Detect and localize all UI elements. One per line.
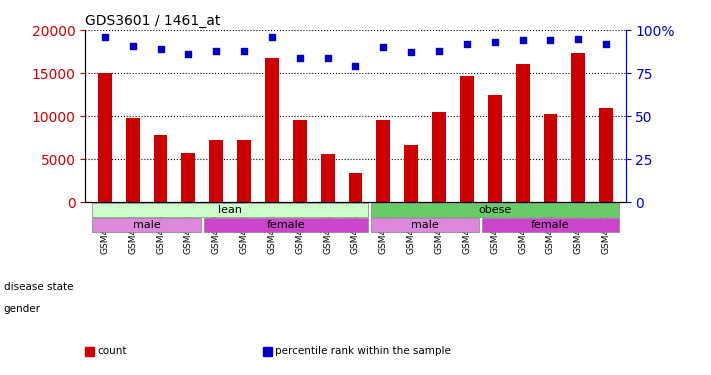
Point: [266, 34, 277, 40]
Bar: [98, 73, 112, 202]
Text: male: male: [411, 220, 439, 230]
FancyBboxPatch shape: [92, 218, 201, 232]
FancyBboxPatch shape: [203, 218, 368, 232]
Text: GDS3601 / 1461_at: GDS3601 / 1461_at: [85, 13, 220, 28]
Point: [127, 42, 139, 48]
Bar: [126, 118, 139, 202]
Text: female: female: [531, 220, 570, 230]
Point: [601, 41, 612, 47]
FancyBboxPatch shape: [371, 203, 619, 217]
Bar: [543, 114, 557, 202]
Text: gender: gender: [4, 304, 41, 314]
Bar: [515, 64, 530, 203]
Point: [434, 48, 445, 54]
Point: [294, 55, 306, 61]
Point: [350, 63, 361, 69]
Bar: [405, 146, 418, 202]
Bar: [209, 140, 223, 202]
Bar: [460, 76, 474, 202]
Point: [322, 55, 333, 61]
Bar: [488, 94, 502, 202]
Point: [378, 44, 389, 50]
Bar: [432, 112, 446, 202]
Bar: [181, 153, 196, 203]
FancyBboxPatch shape: [92, 203, 368, 217]
Bar: [237, 140, 251, 202]
Point: [405, 50, 417, 55]
Bar: [293, 120, 306, 202]
Bar: [376, 120, 390, 202]
Bar: [154, 135, 168, 202]
Point: [238, 48, 250, 54]
Point: [99, 34, 110, 40]
Point: [210, 48, 222, 54]
Point: [517, 38, 528, 44]
Bar: [599, 108, 613, 202]
Point: [183, 51, 194, 57]
Text: obese: obese: [478, 205, 511, 215]
Bar: [321, 154, 335, 203]
Text: female: female: [267, 220, 305, 230]
Point: [155, 46, 166, 52]
Bar: [572, 53, 585, 202]
Text: percentile rank within the sample: percentile rank within the sample: [275, 346, 451, 355]
Point: [572, 36, 584, 42]
Text: lean: lean: [218, 205, 242, 215]
Bar: [348, 173, 363, 202]
FancyBboxPatch shape: [482, 218, 619, 232]
FancyBboxPatch shape: [371, 218, 479, 232]
Point: [461, 41, 473, 47]
Text: count: count: [97, 346, 127, 355]
Bar: [265, 58, 279, 202]
Point: [489, 39, 501, 45]
Text: male: male: [133, 220, 161, 230]
Point: [545, 38, 556, 44]
Text: disease state: disease state: [4, 282, 73, 292]
